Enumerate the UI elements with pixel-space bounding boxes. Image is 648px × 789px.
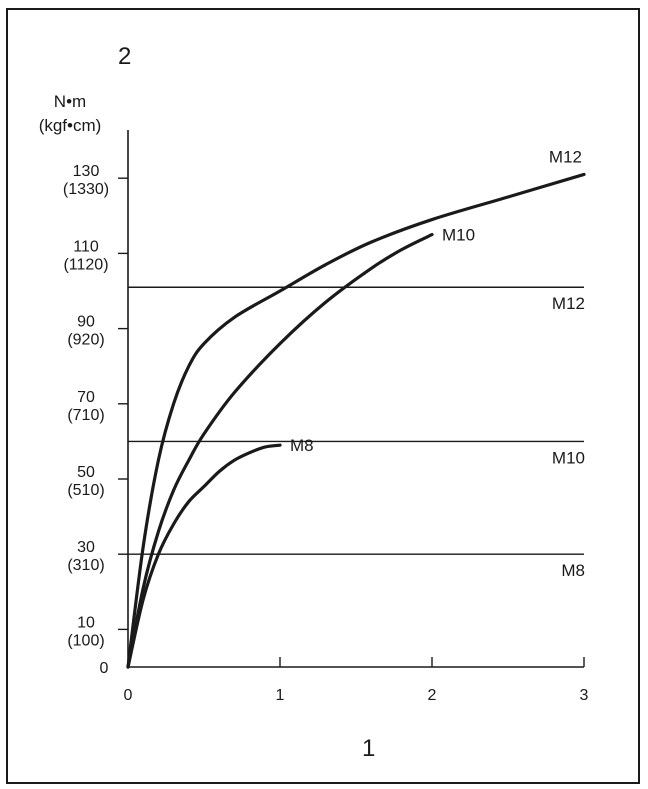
reference-line-label: M8: [561, 561, 585, 580]
y-tick-label: 130: [73, 163, 100, 180]
y-tick-sublabel: (710): [67, 407, 104, 424]
axes: [118, 130, 585, 668]
series-curves: M12 M10 M8: [126, 147, 586, 669]
y-tick-sublabel: (310): [67, 557, 104, 574]
y-tick-label: 50: [77, 464, 95, 481]
y-tick-label: 0: [100, 660, 109, 677]
y-tick-label: 110: [73, 238, 99, 255]
y-tick-sublabel: (100): [67, 632, 104, 649]
y-tick-label: 30: [77, 539, 95, 556]
reference-line-label: M10: [552, 448, 585, 467]
y-tick-sublabel: (1330): [63, 181, 109, 198]
y-tick-sublabel: (510): [67, 482, 104, 499]
series-line-m10: [126, 233, 434, 669]
series-label: M12: [549, 147, 582, 166]
series-line-m8: [126, 443, 282, 669]
tick-labels: 0 1 2 3010(100)30(310)50(510)70(710)90(920)…: [63, 163, 589, 704]
chart-frame: [6, 8, 640, 784]
y-tick-sublabel: (920): [67, 332, 104, 349]
x-tick-label: 0: [124, 687, 133, 704]
y-tick-label: 10: [77, 614, 95, 631]
series-label: M10: [442, 226, 475, 245]
figure-marker-x: 1: [362, 735, 375, 762]
series-line-m12: [126, 172, 586, 669]
y-tick-label: 90: [77, 314, 95, 331]
x-tick-label: 1: [276, 687, 285, 704]
x-tick-label: 2: [428, 687, 437, 704]
reference-line-label: M12: [552, 294, 585, 313]
figure-marker-y: 2: [118, 43, 131, 70]
series-label: M8: [290, 436, 314, 455]
x-tick-label: 3: [580, 687, 589, 704]
y-tick-label: 70: [77, 389, 95, 406]
y-unit-sublabel: (kgf•cm): [39, 116, 102, 135]
y-tick-sublabel: (1120): [63, 256, 108, 273]
reference-lines: M12 M10 M8: [128, 286, 585, 580]
y-unit-label: N•m: [54, 92, 86, 111]
